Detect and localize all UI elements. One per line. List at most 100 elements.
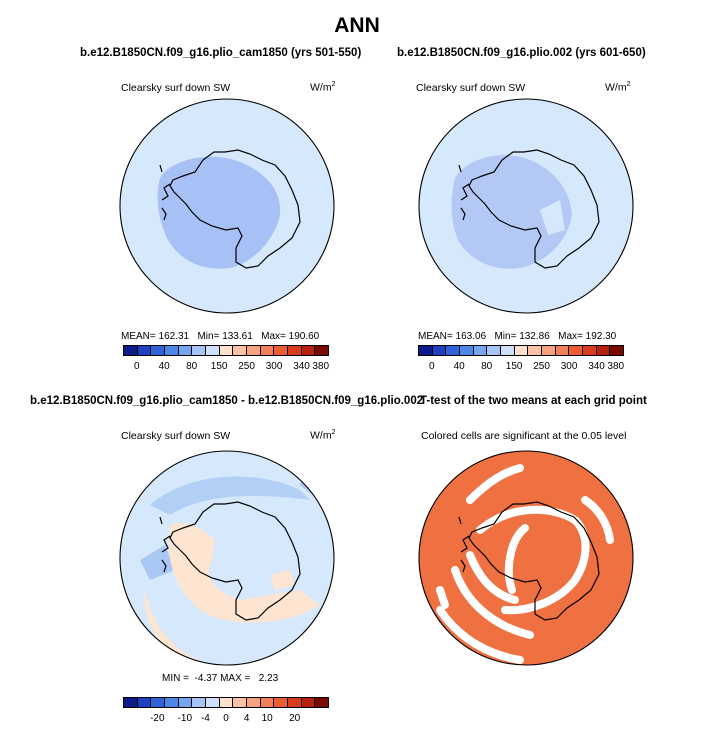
panel1-colorbar-ticks: 0 40 80 150 250 300 340 380 — [123, 361, 329, 375]
colorbar-tick-label: 40 — [158, 361, 170, 372]
colorbar-tick-label: 80 — [481, 361, 493, 372]
colorbar-cell — [555, 346, 570, 355]
colorbar-cell — [301, 346, 316, 355]
colorbar-cell — [432, 346, 447, 355]
panel1-circle-border — [119, 98, 335, 314]
colorbar-cell — [487, 346, 502, 355]
colorbar-tick-label: 340 — [293, 361, 310, 372]
colorbar-tick-label: 4 — [243, 713, 250, 724]
panel2-title: b.e12.B1850CN.f09_g16.plio.002 (yrs 601-… — [397, 47, 646, 59]
panel3-neg-band-west — [140, 545, 175, 580]
panel4-circle-border — [418, 450, 634, 666]
panel2-units: W/m2 — [605, 81, 631, 94]
panel3-pos-band-e — [270, 570, 295, 590]
colorbar-cell — [151, 346, 166, 355]
colorbar-cell — [610, 346, 624, 355]
panel1-coastline — [159, 149, 301, 269]
colorbar-cell — [260, 698, 275, 707]
colorbar-cell — [583, 346, 597, 355]
colorbar-cell — [419, 346, 433, 355]
panel2-antarctic-shade — [451, 155, 572, 269]
panel2-interior-light — [540, 200, 565, 235]
colorbar-cell — [178, 346, 193, 355]
panel1-antarctic-shade — [157, 156, 281, 269]
panel2-variable: Clearsky surf down SW — [416, 82, 526, 94]
panel3-coastline — [159, 501, 301, 621]
colorbar-tick-label: 0 — [428, 361, 435, 372]
colorbar-cell — [206, 346, 220, 355]
panel4-coastline — [458, 501, 600, 621]
colorbar-cell — [288, 346, 302, 355]
figure-title: ANN — [334, 14, 380, 37]
colorbar-cell — [514, 346, 529, 355]
panel4-title: T-test of the two means at each grid poi… — [420, 395, 647, 407]
colorbar-cell — [446, 346, 461, 355]
colorbar-cell — [178, 698, 193, 707]
colorbar-cell — [219, 346, 234, 355]
colorbar-cell — [288, 698, 302, 707]
colorbar-tick-label: -10 — [177, 713, 193, 724]
colorbar-tick-label: 150 — [210, 361, 228, 372]
colorbar-cell — [165, 698, 179, 707]
panel2-coastline — [458, 149, 600, 269]
colorbar-tick-label: -4 — [200, 713, 210, 724]
colorbar-tick-label: -20 — [150, 713, 165, 724]
panel4-subtitle: Colored cells are significant at the 0.0… — [421, 430, 627, 442]
colorbar-tick-label: 250 — [238, 361, 255, 372]
panel3-colorbar-ticks: -20 -10 -4 0 4 10 20 — [123, 713, 329, 727]
colorbar-tick-label: 0 — [223, 713, 229, 724]
colorbar-cell — [192, 346, 207, 355]
colorbar-cell — [473, 346, 488, 355]
panel1-colorbar — [123, 345, 329, 356]
colorbar-cell — [301, 698, 316, 707]
panel3-neg-band-north — [150, 476, 310, 515]
colorbar-cell — [192, 698, 207, 707]
panel3-circle-border — [119, 450, 335, 666]
colorbar-tick-label: 40 — [453, 361, 465, 372]
colorbar-cell — [315, 698, 329, 707]
panel1-title: b.e12.B1850CN.f09_g16.plio_cam1850 (yrs … — [80, 47, 362, 59]
panel1-units: W/m2 — [310, 81, 336, 94]
colorbar-cell — [569, 346, 584, 355]
colorbar-cell — [260, 346, 275, 355]
colorbar-cell — [542, 346, 556, 355]
colorbar-tick-label: 80 — [186, 361, 198, 372]
panel2-circle-border — [418, 98, 634, 314]
colorbar-cell — [596, 346, 611, 355]
colorbar-cell — [124, 346, 138, 355]
colorbar-cell — [528, 346, 543, 355]
panel3-title: b.e12.B1850CN.f09_g16.plio_cam1850 - b.e… — [30, 395, 424, 407]
panel3-variable: Clearsky surf down SW — [121, 430, 231, 442]
colorbar-cell — [274, 346, 289, 355]
colorbar-cell — [274, 698, 289, 707]
colorbar-tick-label: 10 — [261, 713, 273, 724]
colorbar-cell — [219, 698, 234, 707]
panel1-variable: Clearsky surf down SW — [121, 82, 231, 94]
panel4-significant-fill — [419, 451, 633, 665]
colorbar-cell — [315, 346, 329, 355]
colorbar-cell — [137, 346, 152, 355]
panel3-colorbar — [123, 697, 329, 708]
colorbar-cell — [460, 346, 474, 355]
panel2-colorbar-ticks: 0 40 80 150 250 300 340 380 — [418, 361, 624, 375]
colorbar-cell — [501, 346, 515, 355]
colorbar-cell — [247, 698, 261, 707]
colorbar-cell — [124, 698, 138, 707]
colorbar-tick-label: 20 — [289, 713, 301, 724]
colorbar-cell — [137, 698, 152, 707]
colorbar-tick-label: 300 — [265, 361, 283, 372]
panel1-stats: MEAN= 162.31 Min= 133.61 Max= 190.60 — [121, 331, 320, 342]
panel3-units: W/m2 — [310, 429, 336, 442]
colorbar-tick-label: 0 — [133, 361, 140, 372]
panel4-nonsignificant-bands — [436, 464, 614, 664]
colorbar-cell — [233, 346, 248, 355]
colorbar-cell — [165, 346, 179, 355]
colorbar-cell — [151, 698, 166, 707]
panel2-colorbar — [418, 345, 624, 356]
colorbar-tick-label: 380 — [607, 361, 625, 372]
colorbar-tick-label: 300 — [560, 361, 578, 372]
